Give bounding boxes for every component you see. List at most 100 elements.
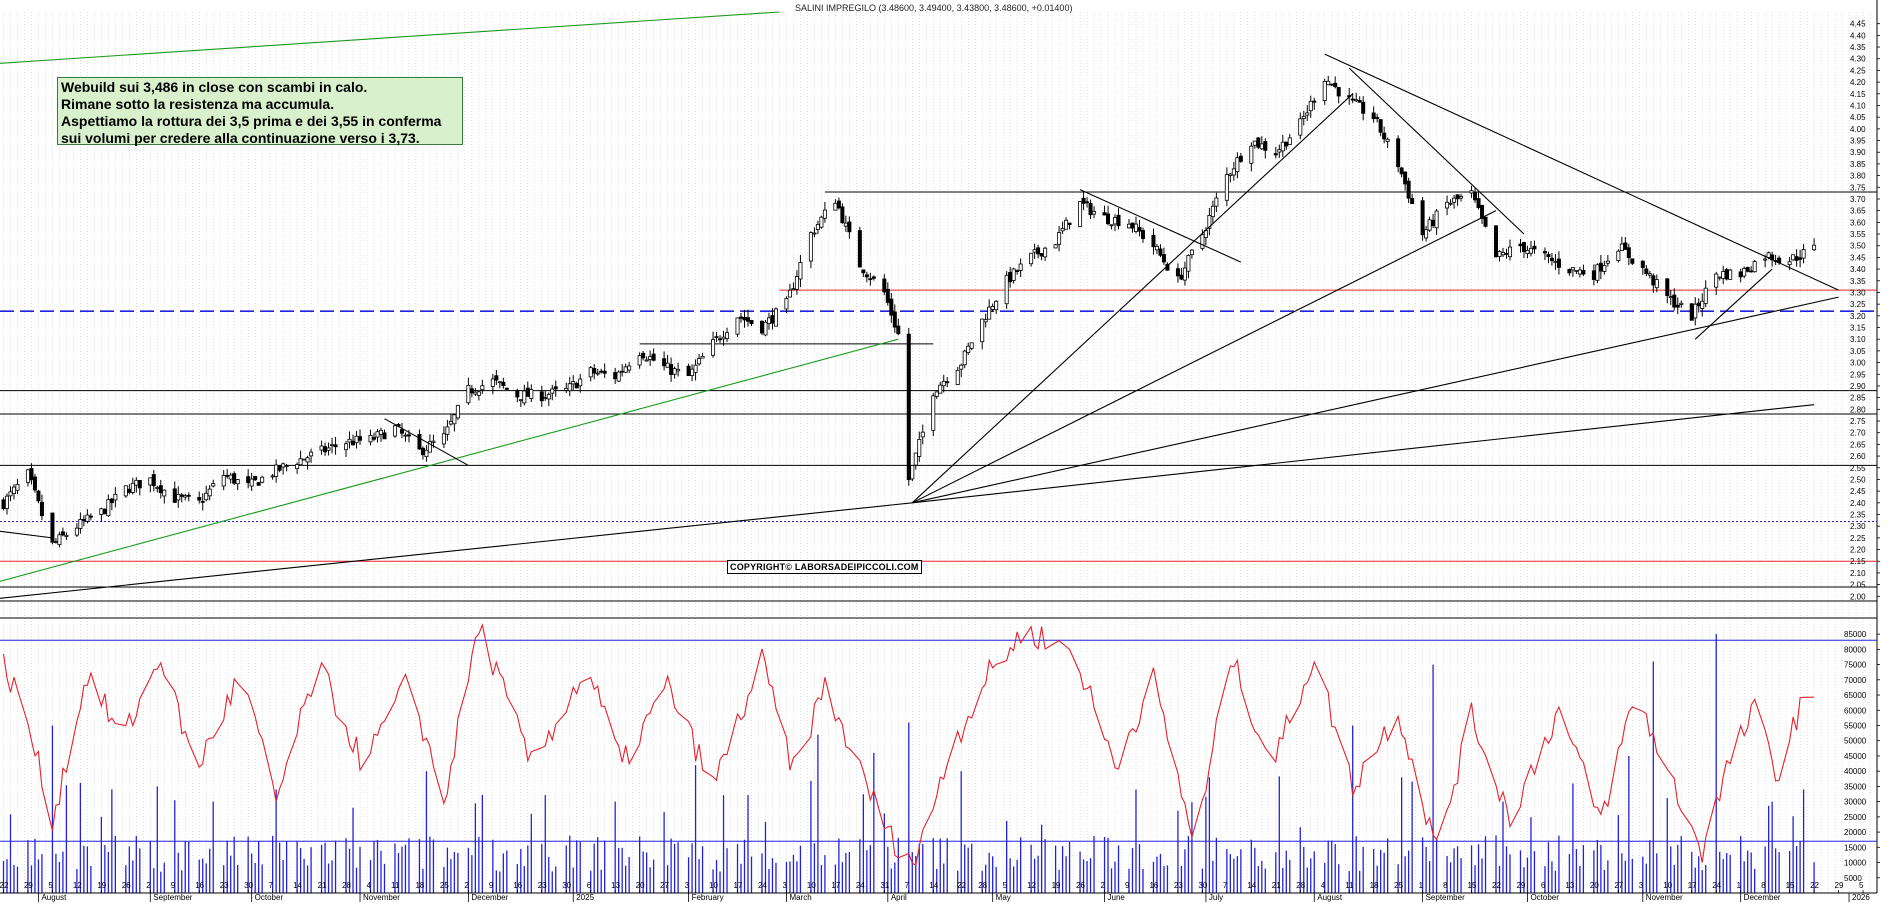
price-tick-label: 3.40 xyxy=(1850,265,1866,274)
candle-body xyxy=(1008,271,1013,283)
day-tick-label: 5 xyxy=(1003,881,1008,890)
candle-body xyxy=(1647,273,1652,276)
month-label: November xyxy=(363,893,400,902)
candle-body xyxy=(714,336,719,338)
candle-body xyxy=(351,440,356,446)
day-tick-label: 27 xyxy=(1614,881,1623,890)
month-label: 2025 xyxy=(576,893,594,902)
candle-body xyxy=(1738,271,1743,278)
candle-body xyxy=(347,438,352,443)
day-tick-label: 21 xyxy=(318,881,327,890)
candle-body xyxy=(448,420,453,425)
candle-body xyxy=(773,308,778,327)
trend-line xyxy=(912,296,1839,504)
candle-body xyxy=(452,414,457,425)
candle-body xyxy=(1133,223,1138,232)
candle-body xyxy=(123,485,128,497)
volume-tick-label: 70000 xyxy=(1844,676,1867,685)
candle-body xyxy=(1595,264,1600,281)
candle-body xyxy=(515,390,520,398)
candle-body xyxy=(1763,258,1768,261)
candle-body xyxy=(1528,247,1533,254)
candle-body xyxy=(406,434,411,437)
trend-line xyxy=(0,502,913,599)
candle-body xyxy=(344,443,349,451)
day-tick-label: 17 xyxy=(734,881,743,890)
candle-body xyxy=(1088,203,1093,216)
candle-body xyxy=(399,429,404,434)
candle-body xyxy=(441,433,446,445)
candle-body xyxy=(798,262,803,280)
candlesticks xyxy=(1,75,1817,548)
candle-body xyxy=(910,465,915,480)
candle-body xyxy=(200,500,205,503)
price-tick-label: 2.25 xyxy=(1850,534,1866,543)
candle-body xyxy=(662,358,667,367)
trend-line xyxy=(1324,53,1839,291)
candle-body xyxy=(550,388,555,394)
candle-body xyxy=(1724,269,1729,280)
candle-body xyxy=(962,350,967,366)
price-axis: 2.00 2.05 2.10 2.15 2.20 2.25 2.30 2.35 2.40 2.45… xyxy=(1850,20,1880,601)
day-tick-label: 30 xyxy=(1198,881,1207,890)
candle-body xyxy=(256,482,261,486)
candle-body xyxy=(966,345,971,353)
volume-tick-label: 65000 xyxy=(1844,691,1867,700)
candle-body xyxy=(564,387,569,391)
price-tick-label: 3.60 xyxy=(1850,218,1866,227)
candle-body xyxy=(697,358,702,365)
candle-body xyxy=(1273,153,1278,156)
candle-body xyxy=(25,469,30,483)
candle-body xyxy=(302,458,307,461)
candle-body xyxy=(1287,137,1292,145)
candle-body xyxy=(1029,252,1034,265)
candle-body xyxy=(130,482,135,493)
day-tick-label: 28 xyxy=(342,881,351,890)
candle-body xyxy=(197,497,202,501)
candle-body xyxy=(1406,180,1411,199)
candle-body xyxy=(770,315,775,324)
candle-body xyxy=(1431,219,1436,227)
candle-body xyxy=(162,489,167,497)
candle-body xyxy=(1570,267,1575,271)
volume-tick-label: 30000 xyxy=(1844,798,1867,807)
candle-body xyxy=(616,371,621,382)
candle-body xyxy=(934,391,939,397)
candle-body xyxy=(1546,254,1551,258)
candle-body xyxy=(1700,300,1705,309)
day-tick-label: 21 xyxy=(1272,881,1281,890)
candle-body xyxy=(1329,83,1334,86)
day-tick-label: 16 xyxy=(195,881,204,890)
candle-body xyxy=(186,494,191,497)
candle-body xyxy=(990,306,995,310)
candle-body xyxy=(490,378,495,387)
candle-body xyxy=(137,479,142,489)
candle-body xyxy=(749,319,754,325)
day-tick-label: 8 xyxy=(1761,881,1766,890)
trend-line xyxy=(1079,189,1242,263)
candle-body xyxy=(539,391,544,402)
candle-body xyxy=(1011,268,1016,281)
day-tick-label: 22 xyxy=(957,881,966,890)
candle-body xyxy=(917,438,922,457)
candle-body xyxy=(8,491,13,497)
price-tick-label: 2.75 xyxy=(1850,417,1866,426)
price-tick-label: 3.00 xyxy=(1850,359,1866,368)
candle-body xyxy=(1207,215,1212,229)
candle-body xyxy=(1675,304,1680,308)
candle-body xyxy=(295,464,300,470)
candle-body xyxy=(148,477,153,486)
candle-body xyxy=(518,399,523,402)
candle-body xyxy=(1189,249,1194,256)
candle-body xyxy=(969,342,974,349)
candle-body xyxy=(1427,219,1432,231)
candle-body xyxy=(819,216,824,228)
candle-body xyxy=(1476,198,1481,209)
month-label: September xyxy=(1426,893,1465,902)
candle-body xyxy=(763,321,768,336)
candle-body xyxy=(1228,173,1233,176)
candle-body xyxy=(158,485,163,494)
volume-tick-label: 45000 xyxy=(1844,752,1867,761)
candle-body xyxy=(1053,244,1058,249)
